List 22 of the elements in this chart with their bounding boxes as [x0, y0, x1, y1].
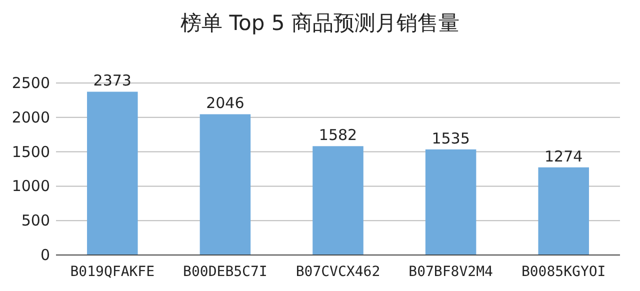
x-tick-label: B0085KGYOI — [521, 264, 606, 280]
data-label: 1535 — [432, 129, 470, 148]
data-label: 1274 — [544, 147, 583, 166]
data-label: 1582 — [318, 126, 358, 144]
y-tick-label: 500 — [21, 212, 50, 230]
y-tick-label: 0 — [40, 246, 50, 264]
bar — [312, 146, 364, 255]
x-tick-label: B00DEB5C7I — [183, 264, 268, 280]
bar — [87, 92, 138, 255]
y-tick-label: 2500 — [12, 74, 50, 92]
bar — [425, 149, 476, 255]
x-tick-label: B07CVCX462 — [296, 264, 380, 280]
chart-title: 榜单 Top 5 商品预测月销售量 — [180, 11, 460, 35]
bar — [200, 114, 251, 255]
x-tick-label: B019QFAKFE — [70, 264, 155, 280]
data-label: 2046 — [206, 94, 244, 112]
data-label: 2373 — [93, 72, 132, 90]
y-tick-label: 1500 — [12, 142, 50, 161]
y-tick-label: 1000 — [12, 177, 50, 196]
y-tick-label: 2000 — [12, 108, 50, 126]
bar — [538, 167, 589, 255]
x-tick-label: B07BF8V2M4 — [408, 264, 493, 280]
